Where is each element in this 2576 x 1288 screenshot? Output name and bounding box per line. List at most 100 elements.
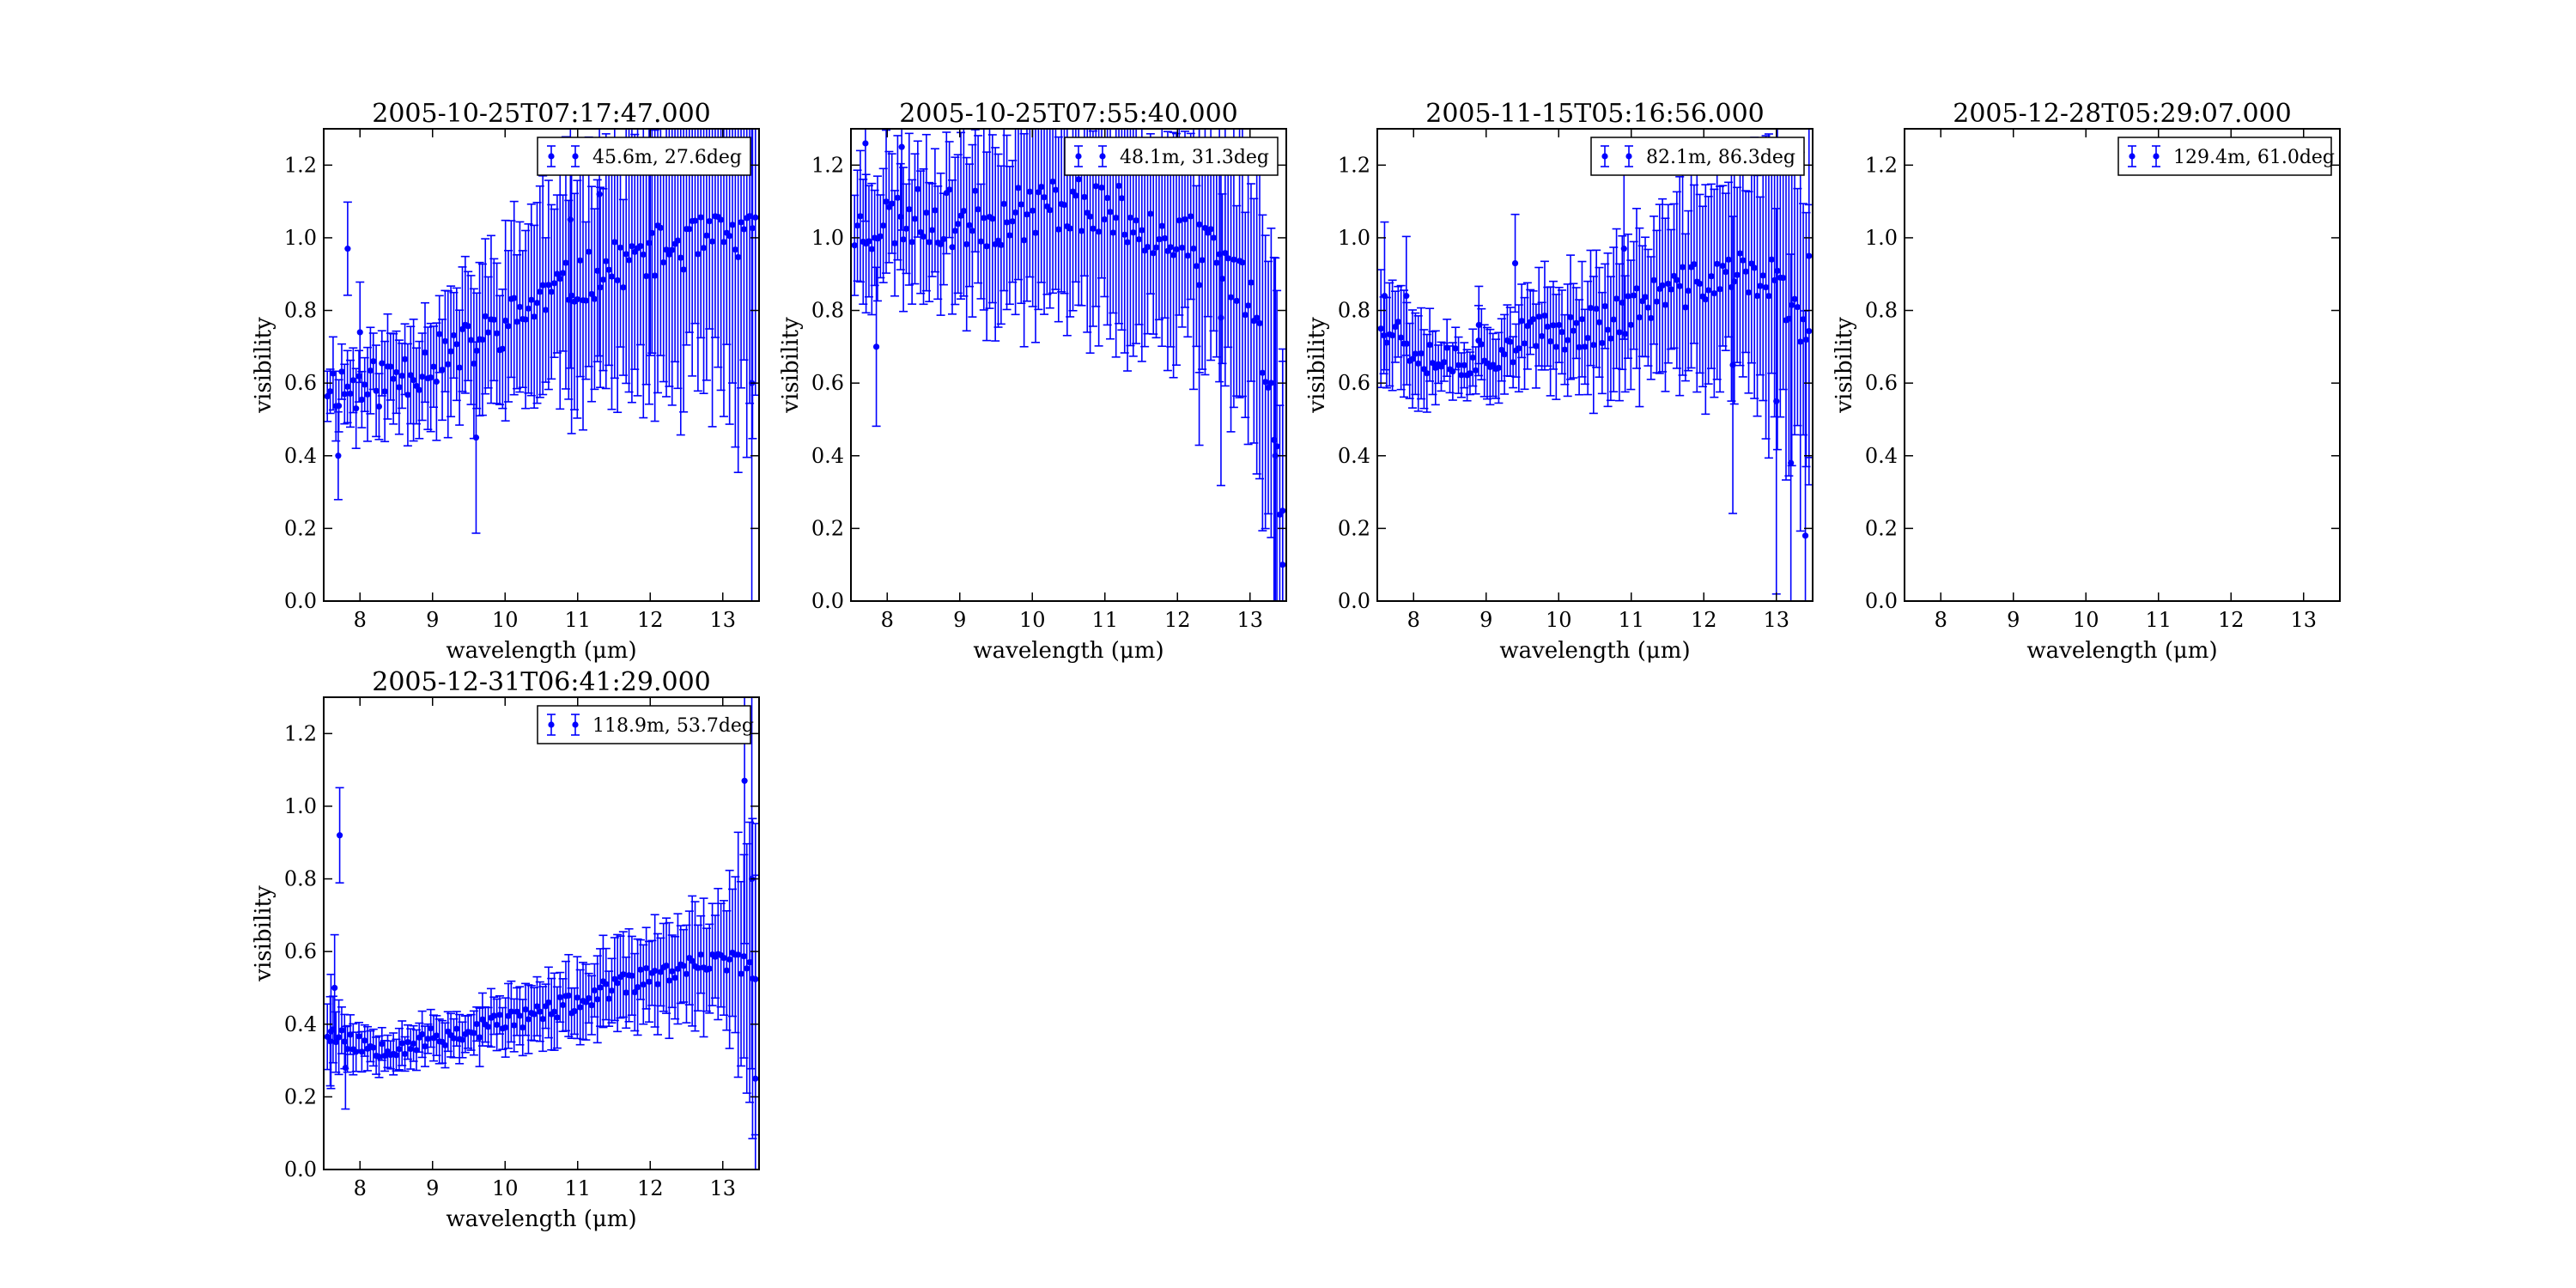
data-point [1437, 363, 1445, 370]
data-point [1674, 276, 1680, 283]
data-point [324, 392, 331, 400]
x-tick-label: 12 [1164, 608, 1191, 632]
data-point [450, 1035, 458, 1042]
data-point [1570, 327, 1577, 334]
data-point [674, 237, 682, 244]
data-point [1170, 252, 1177, 258]
data-point [1676, 283, 1683, 289]
subplot-title: 2005-12-31T06:41:29.000 [372, 667, 711, 697]
data-point [525, 1016, 532, 1023]
data-point [1710, 289, 1717, 297]
data-point [450, 331, 458, 339]
data-point [1218, 276, 1226, 283]
data-point [1516, 345, 1522, 352]
data-point [1265, 384, 1272, 392]
data-point [1412, 350, 1419, 357]
legend: 82.1m, 86.3deg [1590, 137, 1805, 176]
data-point [608, 987, 616, 994]
data-point [516, 1012, 524, 1019]
data-point [326, 1038, 334, 1045]
data-point [379, 360, 386, 367]
data-point [1075, 176, 1082, 183]
data-point [1801, 532, 1809, 539]
data-point [1593, 306, 1600, 313]
data-point [665, 251, 672, 258]
data-point [872, 343, 880, 350]
data-point [422, 1042, 428, 1050]
data-point [1662, 301, 1669, 308]
data-point [1147, 210, 1154, 217]
data-point [1550, 322, 1557, 329]
data-point [906, 206, 913, 213]
data-point [1096, 228, 1103, 235]
y-tick-label: 0.4 [1865, 444, 1898, 468]
data-point [1797, 338, 1804, 345]
data-point [1458, 372, 1465, 379]
data-point [436, 331, 443, 337]
data-point [1060, 202, 1068, 209]
data-point [1716, 286, 1723, 293]
x-tick-label: 10 [492, 608, 519, 632]
data-point [691, 217, 699, 224]
data-point [726, 956, 733, 963]
data-point [1049, 178, 1056, 185]
data-point [356, 329, 363, 336]
data-point [652, 272, 659, 279]
data-point [1558, 329, 1565, 336]
data-point [410, 377, 417, 384]
data-point [419, 1030, 426, 1038]
data-point [663, 963, 670, 969]
data-point [396, 384, 403, 391]
data-point [327, 1028, 335, 1035]
data-point [447, 348, 454, 355]
data-point [1188, 213, 1194, 220]
y-axis-label: visibility [1304, 317, 1330, 414]
data-point [1469, 354, 1476, 361]
x-tick-label: 11 [564, 608, 591, 632]
legend-box [537, 705, 751, 744]
subplot-3: 8 9 10 11 12 13 0.0 0.2 0.4 0.6 0.8 1.0 1.2 2005-11-1… [1304, 99, 1814, 664]
data-point [502, 317, 509, 324]
data-point [868, 246, 875, 252]
data-point [994, 237, 1002, 244]
data-point [554, 270, 561, 277]
data-point [1631, 292, 1637, 299]
data-point [577, 1004, 584, 1011]
data-point [932, 207, 939, 214]
data-point [548, 289, 555, 295]
data-point [1127, 214, 1134, 222]
data-point [1150, 250, 1157, 257]
data-point [533, 1003, 541, 1010]
data-point [1604, 326, 1612, 333]
data-point [355, 373, 362, 380]
data-point [430, 363, 437, 370]
data-point [1564, 337, 1571, 343]
data-point [599, 276, 607, 283]
legend-label: 118.9m, 53.7deg [592, 715, 754, 737]
data-point [1072, 192, 1079, 199]
data-point [1740, 257, 1747, 264]
data-point [1714, 260, 1721, 267]
y-axis-label: visibility [251, 317, 276, 414]
data-point [1753, 292, 1761, 300]
data-point [568, 292, 575, 299]
data-point [1773, 398, 1780, 404]
x-tick-label: 12 [1691, 608, 1717, 632]
data-point [473, 1020, 480, 1028]
data-point [1728, 283, 1735, 291]
data-point [1636, 314, 1643, 321]
x-tick-label: 13 [709, 1176, 736, 1200]
y-tick-label: 0.6 [1865, 371, 1898, 395]
x-axis-label: wavelength (μm) [446, 638, 636, 664]
data-point [680, 963, 687, 969]
data-point [1613, 295, 1620, 302]
data-point [1233, 297, 1240, 304]
data-point [1078, 228, 1085, 234]
data-point [640, 981, 647, 988]
data-point [472, 434, 480, 441]
data-point [1685, 288, 1692, 295]
data-point [539, 1016, 546, 1023]
data-point [1179, 244, 1186, 252]
data-point [738, 970, 744, 977]
data-point [605, 995, 612, 1002]
